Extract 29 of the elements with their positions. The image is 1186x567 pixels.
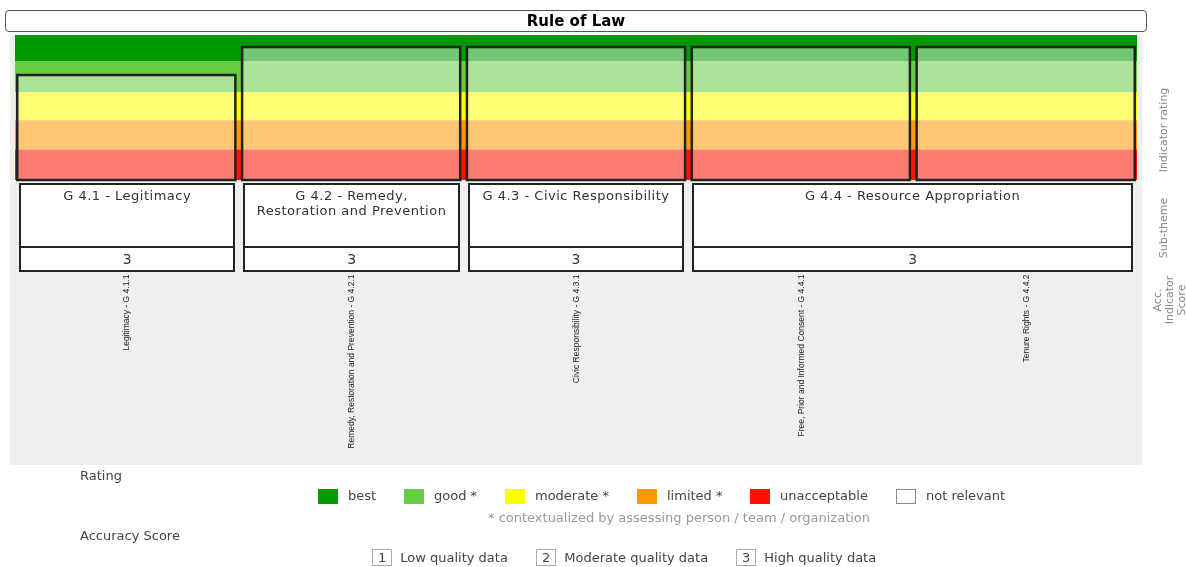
text: G 4.4 - Resource Appropriation [804,187,1022,205]
legend-title: Rating [80,468,122,483]
text: 3 [245,246,458,270]
text: Accuracy Score [80,528,180,543]
text: G 4.1 - Legitimacy [62,187,193,205]
text: 3 High quality data [741,549,877,566]
legend-label: moderate * [534,488,609,504]
text: Indicator rating [1157,86,1170,175]
x-tick-label: Civic Responsibility - G 4.3.1 [571,274,581,384]
text: * contextualized by assessing person / team / organization [488,510,871,525]
legend-label: unacceptable [779,488,868,504]
text: 3 [694,246,1131,270]
x-tick-label: Legitimacy - G 4.1.1 [121,274,132,351]
x-tick-label: Free, Prior and Informed Consent - G 4.4.1 [795,274,806,437]
legend-label: best [347,488,377,504]
chart-title: Rule of Law [5,10,1147,32]
text: Sub-theme [1157,196,1170,261]
text: G 4.2 - Remedy, Restoration and Prevention [255,187,448,220]
text: Acc. Indicator Score [1151,275,1186,325]
legend-label: good * [433,488,478,504]
text: 3 [21,246,234,270]
x-tick-label: Tenure Rights - G 4.4.2 [1020,274,1031,363]
text: 1 Low quality data [377,549,508,566]
text: 3 [469,246,683,270]
text: not relevant [925,488,1006,504]
text: G 4.3 - Civic Responsibility [481,187,671,205]
legend-label: limited * [666,488,723,504]
x-tick-label: Remedy, Restoration and Prevention - G 4.2.1 [346,274,357,449]
text: 2 Moderate quality data [541,549,709,566]
